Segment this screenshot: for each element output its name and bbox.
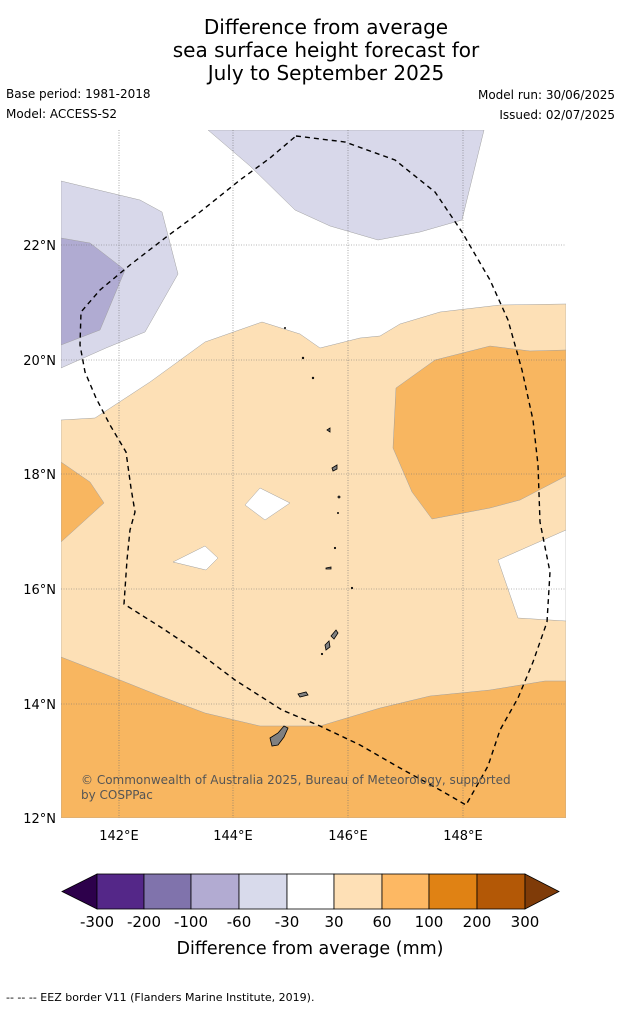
neutral-hole-1 (244, 487, 291, 521)
colorbar-swatch (286, 873, 335, 910)
map-plot-area: © Commonwealth of Australia 2025, Bureau… (61, 130, 566, 818)
copyright-line-2: by COSPPac (81, 788, 153, 802)
land-islands (269, 326, 354, 747)
colorbar-swatch (428, 873, 478, 910)
positive-60-100-east (392, 345, 566, 520)
lon-label: 146°E (328, 829, 368, 844)
lon-label: 144°E (213, 829, 253, 844)
title-line-1: Difference from average (203, 15, 449, 39)
colorbar-tick-label: -30 (275, 913, 300, 931)
colorbar-tick-label: 30 (324, 913, 343, 931)
colorbar-tick-label: -100 (174, 913, 208, 931)
colorbar-tick-label: -200 (127, 913, 161, 931)
model-run-text: Model run: 30/06/2025 (477, 88, 615, 102)
lon-label: 148°E (443, 829, 483, 844)
colorbar-swatch (190, 873, 240, 910)
base-period-text: Base period: 1981-2018 (6, 87, 151, 101)
colorbar-tick-label: 300 (511, 913, 540, 931)
positive-60-100-south (61, 656, 566, 818)
neutral-hole-2 (172, 545, 219, 571)
colorbar-swatch (381, 873, 430, 910)
colorbar-swatch (238, 873, 288, 910)
copyright-line-1: © Commonwealth of Australia 2025, Bureau… (81, 773, 511, 787)
colorbar-swatch (333, 873, 383, 910)
lat-label: 12°N (23, 812, 56, 827)
positive-60-100-west (61, 461, 105, 543)
eez-legend-footnote: -- -- -- EEZ border V11 (Flanders Marine… (6, 991, 315, 1004)
colorbar-swatch (143, 873, 192, 910)
colorbar-tick-label: -300 (80, 913, 114, 931)
negative-100-60-west (61, 237, 126, 346)
lat-label: 18°N (23, 468, 56, 483)
colorbar-extend-low (61, 873, 98, 910)
lat-label: 20°N (23, 354, 56, 369)
map-title: Difference from average sea surface heig… (0, 16, 621, 85)
lat-label: 16°N (23, 583, 56, 598)
title-line-3: July to September 2025 (207, 61, 445, 85)
colorbar-label: Difference from average (mm) (176, 939, 443, 959)
colorbar-tick-label: 200 (463, 913, 492, 931)
latitude-labels: 22°N 20°N 18°N 16°N 14°N 12°N (23, 239, 56, 827)
colorbar-tick-label: 60 (372, 913, 391, 931)
colorbar (61, 873, 560, 910)
issued-text: Issued: 02/07/2025 (499, 108, 615, 122)
colorbar-extend-high (524, 873, 560, 910)
negative-60-30-north (207, 130, 485, 241)
model-text: Model: ACCESS-S2 (6, 107, 118, 121)
longitude-labels: 142°E 144°E 146°E 148°E (99, 829, 483, 844)
colorbar-tick-label: -60 (227, 913, 252, 931)
graticule (61, 130, 566, 818)
colorbar-swatch (476, 873, 526, 910)
colorbar-tick-label: 100 (415, 913, 444, 931)
lat-label: 14°N (23, 698, 56, 713)
colorbar-swatch (96, 873, 145, 910)
lat-label: 22°N (23, 239, 56, 254)
lon-label: 142°E (99, 829, 139, 844)
eez-border (79, 135, 551, 806)
colorbar-ticks: -300 -200 -100 -60 -30 30 60 100 200 300 (80, 913, 539, 931)
title-line-2: sea surface height forecast for (172, 38, 480, 62)
